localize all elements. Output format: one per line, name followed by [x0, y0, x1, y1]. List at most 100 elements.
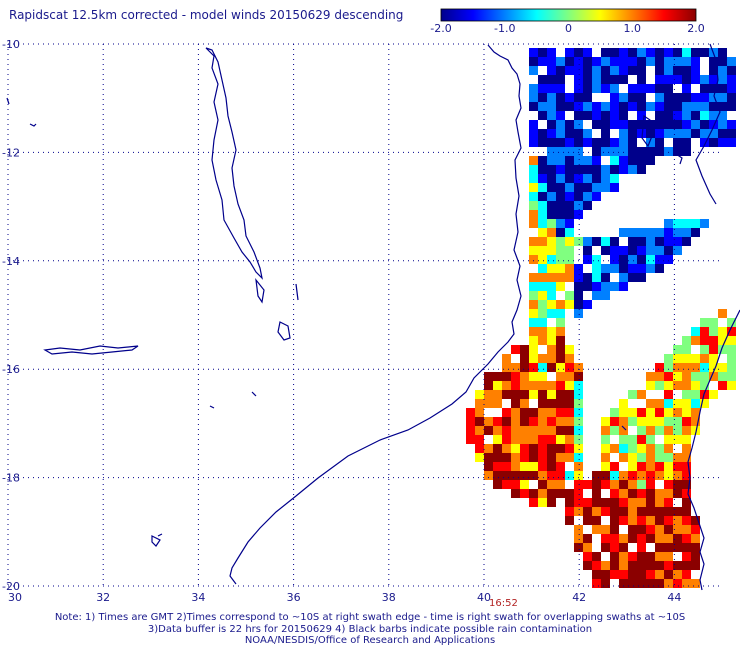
- swath-cell: [565, 354, 574, 363]
- swath-cell: [547, 237, 556, 246]
- swath-cell: [664, 417, 673, 426]
- swath-cell: [547, 273, 556, 282]
- swath-cell: [538, 426, 547, 435]
- swath-cell: [700, 75, 709, 84]
- swath-cell: [655, 561, 664, 570]
- swath-cell: [574, 534, 583, 543]
- swath-cell: [628, 264, 637, 273]
- swath-cell: [538, 498, 547, 507]
- swath-cell: [529, 57, 538, 66]
- swath-cell: [547, 48, 556, 57]
- swath-cell: [637, 237, 646, 246]
- swath-cell: [556, 354, 565, 363]
- swath-cell: [565, 381, 574, 390]
- swath-cell: [619, 534, 628, 543]
- swath-cell: [547, 165, 556, 174]
- swath-cell: [610, 57, 619, 66]
- swath-cell: [592, 84, 601, 93]
- swath-cell: [610, 66, 619, 75]
- swath-cell: [610, 516, 619, 525]
- swath-cell: [619, 516, 628, 525]
- swath-cell: [637, 498, 646, 507]
- swath-cell: [574, 453, 583, 462]
- swath-cell: [646, 408, 655, 417]
- swath-cell: [637, 561, 646, 570]
- swath-cell: [718, 381, 727, 390]
- swath-cell: [556, 183, 565, 192]
- swath-cell: [628, 246, 637, 255]
- swath-cell: [673, 66, 682, 75]
- swath-cell: [628, 453, 637, 462]
- swath-cell: [583, 57, 592, 66]
- swath-cell: [592, 561, 601, 570]
- swath-cell: [682, 399, 691, 408]
- swath-cell: [601, 147, 610, 156]
- swath-cell: [547, 444, 556, 453]
- swath-cell: [637, 480, 646, 489]
- swath-cell: [547, 300, 556, 309]
- swath-cell: [691, 327, 700, 336]
- swath-cell: [709, 336, 718, 345]
- swath-cell: [709, 75, 718, 84]
- swath-cell: [529, 192, 538, 201]
- swath-cell: [529, 291, 538, 300]
- swath-cell: [664, 147, 673, 156]
- swath-cell: [646, 372, 655, 381]
- swath-cell: [574, 390, 583, 399]
- swath-cell: [727, 57, 736, 66]
- swath-cell: [664, 75, 673, 84]
- swath-cell: [601, 570, 610, 579]
- swath-cell: [628, 84, 637, 93]
- swath-cell: [664, 228, 673, 237]
- swath-cell: [619, 444, 628, 453]
- swath-cell: [664, 381, 673, 390]
- swath-cell: [592, 291, 601, 300]
- swath-cell: [583, 192, 592, 201]
- swath-cell: [610, 552, 619, 561]
- swath-cell: [574, 165, 583, 174]
- swath-cell: [592, 480, 601, 489]
- swath-cell: [493, 372, 502, 381]
- swath-cell: [691, 399, 700, 408]
- swath-cell: [709, 66, 718, 75]
- swath-cell: [637, 417, 646, 426]
- swath-cell: [583, 561, 592, 570]
- swath-cell: [619, 282, 628, 291]
- swath-cell: [637, 93, 646, 102]
- swath-cell: [610, 282, 619, 291]
- latitude-tick-label: -20: [2, 580, 20, 593]
- swath-cell: [601, 417, 610, 426]
- swath-cell: [718, 309, 727, 318]
- swath-cell: [538, 390, 547, 399]
- swath-cell: [556, 399, 565, 408]
- swath-cell: [547, 291, 556, 300]
- swath-cell: [682, 354, 691, 363]
- swath-cell: [547, 75, 556, 84]
- swath-cell: [691, 516, 700, 525]
- swath-cell: [574, 111, 583, 120]
- swath-cell: [601, 561, 610, 570]
- swath-cell: [619, 228, 628, 237]
- swath-cell: [574, 102, 583, 111]
- swath-cell: [484, 444, 493, 453]
- swath-cell: [646, 507, 655, 516]
- swath-cell: [538, 336, 547, 345]
- swath-cell: [709, 93, 718, 102]
- swath-cell: [529, 390, 538, 399]
- swath-cell: [673, 453, 682, 462]
- swath-cell: [610, 489, 619, 498]
- swath-cell: [619, 120, 628, 129]
- swath-cell: [601, 453, 610, 462]
- swath-cell: [718, 372, 727, 381]
- longitude-tick-label: 42: [572, 591, 586, 604]
- swath-cell: [682, 408, 691, 417]
- swath-cell: [574, 192, 583, 201]
- swath-cell: [610, 561, 619, 570]
- swath-cell: [691, 372, 700, 381]
- swath-cell: [538, 255, 547, 264]
- swath-cell: [592, 570, 601, 579]
- swath-cell: [601, 48, 610, 57]
- swath-cell: [619, 426, 628, 435]
- swath-cell: [682, 525, 691, 534]
- swath-cell: [529, 282, 538, 291]
